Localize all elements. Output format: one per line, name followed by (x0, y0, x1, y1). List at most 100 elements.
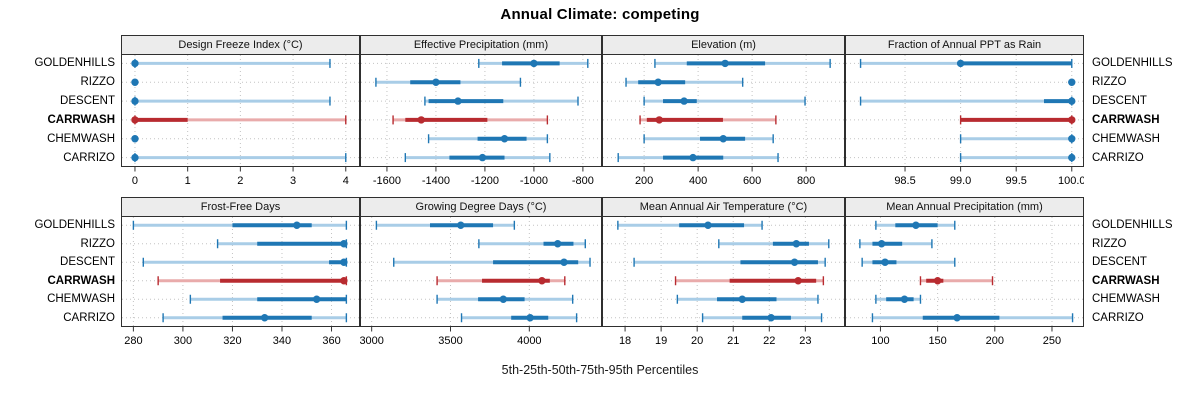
panel-plot: 3000 3500 4000 (360, 216, 602, 347)
median-dot (293, 221, 301, 229)
row-label-rizzo: RIZZO (80, 237, 116, 250)
axis-tick-label: 20 (691, 335, 703, 347)
row-label-rizzo: RIZZO (1092, 237, 1127, 250)
chart-title: Annual Climate: competing (500, 6, 700, 23)
median-dot (478, 153, 487, 162)
median-dot (680, 97, 688, 105)
median-dot (881, 258, 889, 266)
axis-tick-label: -1000 (520, 175, 548, 187)
panel-plot: 98.5 99.0 99.5 100.0 (845, 54, 1084, 187)
axis-tick-label: 3000 (360, 335, 384, 347)
axis-tick-label: 320 (223, 335, 241, 347)
median-dot (260, 314, 269, 322)
median-dot (500, 135, 509, 143)
median-dot (131, 153, 139, 162)
panel-title: Frost-Free Days (200, 201, 281, 213)
axis-tick-label: 4 (343, 175, 349, 187)
row-label-chemwash: CHEMWASH (47, 293, 115, 306)
row-label-carrwash: CARRWASH (47, 113, 115, 126)
median-dot (1068, 153, 1076, 162)
axis-tick-label: 100.0 (1058, 175, 1084, 187)
axis-tick-label: 18 (619, 335, 631, 347)
panel-fraction-ppt-as-rain: Fraction of Annual PPT as Rain 98.5 99.0 9… (845, 35, 1084, 191)
panel-header: Growing Degree Days (°C) (360, 197, 602, 216)
median-dot (767, 314, 775, 322)
median-dot (340, 258, 348, 266)
median-dot (417, 116, 425, 124)
axis-tick-label: 4000 (517, 335, 541, 347)
row-label-chemwash: CHEMWASH (1092, 132, 1160, 145)
axis-tick-label: 200 (986, 335, 1004, 347)
panel-header: Mean Annual Precipitation (mm) (845, 197, 1084, 216)
row-label-descent: DESCENT (1092, 95, 1147, 108)
panel-growing-degree-days: Growing Degree Days (°C) 3000 3500 4000 (360, 197, 602, 351)
row-label-goldenhills: GOLDENHILLS (34, 219, 115, 232)
row-label-descent: DESCENT (1092, 256, 1147, 269)
median-dot (131, 97, 139, 105)
median-dot (790, 258, 799, 266)
panel-mean-annual-precipitation: Mean Annual Precipitation (mm) 100 150 200… (845, 197, 1084, 351)
axis-tick-label: 360 (322, 335, 340, 347)
median-dot (792, 240, 801, 248)
median-dot (131, 135, 139, 143)
axis-tick-label: 19 (655, 335, 667, 347)
axis-tick-label: 23 (799, 335, 811, 347)
median-dot (553, 240, 562, 248)
axis-tick-label: 99.0 (950, 175, 971, 187)
median-dot (457, 221, 465, 229)
median-dot (912, 221, 920, 229)
percentiles-caption: 5th-25th-50th-75th-95th Percentiles (501, 363, 699, 377)
median-dot (312, 295, 321, 303)
median-dot (689, 153, 697, 162)
row-label-goldenhills: GOLDENHILLS (34, 57, 115, 70)
row-labels-bottom-right: GOLDENHILLS RIZZO DESCENT CARRWASH CHEMWASH C… (1092, 0, 1198, 400)
row-label-carrizo: CARRIZO (63, 311, 115, 324)
panel-plot: 100 150 200 250 (845, 216, 1084, 347)
row-labels-top-left: GOLDENHILLS RIZZO DESCENT CARRWASH CHEMWASH C… (0, 0, 115, 400)
axis-tick-label: 400 (689, 175, 707, 187)
median-dot (719, 135, 727, 143)
panel-plot: 18 19 20 21 22 23 (602, 216, 845, 347)
panel-title: Elevation (m) (691, 39, 756, 51)
axis-tick-label: 22 (763, 335, 775, 347)
panel-design-freeze-index: Design Freeze Index (°C) 0 1 2 3 4 (121, 35, 360, 191)
axis-tick-label: -1200 (471, 175, 499, 187)
axis-tick-label: 280 (124, 335, 142, 347)
axis-tick-label: 600 (743, 175, 761, 187)
median-dot (1068, 135, 1076, 143)
row-labels-bottom-left: GOLDENHILLS RIZZO DESCENT CARRWASH CHEMWASH C… (0, 0, 115, 400)
panel-header: Mean Annual Air Temperature (°C) (602, 197, 845, 216)
panel-plot: 0 1 2 3 4 (121, 54, 360, 187)
median-dot (933, 277, 942, 285)
axis-tick-label: -1400 (422, 175, 450, 187)
axis-tick-label: 21 (727, 335, 739, 347)
panel-header: Fraction of Annual PPT as Rain (845, 35, 1084, 54)
median-dot (877, 240, 886, 248)
row-label-descent: DESCENT (60, 256, 115, 269)
median-dot (499, 295, 508, 303)
median-dot (956, 59, 965, 68)
median-dot (131, 59, 139, 68)
axis-tick-label: 300 (174, 335, 192, 347)
median-dot (1068, 97, 1076, 105)
panel-header: Frost-Free Days (121, 197, 360, 216)
axis-tick-label: 3500 (438, 335, 462, 347)
axis-tick-label: 150 (928, 335, 946, 347)
row-label-rizzo: RIZZO (80, 76, 116, 89)
panel-plot: 280 300 320 340 360 (121, 216, 360, 347)
panel-elevation: Elevation (m) 200 400 600 800 (602, 35, 845, 191)
axis-tick-label: 3 (290, 175, 296, 187)
median-dot (1068, 78, 1076, 86)
median-dot (340, 277, 348, 285)
panel-title: Mean Annual Precipitation (mm) (886, 201, 1043, 213)
axis-tick-label: 200 (635, 175, 653, 187)
axis-tick-label: 98.5 (894, 175, 915, 187)
row-label-carrizo: CARRIZO (1092, 311, 1144, 324)
row-label-carrwash: CARRWASH (1092, 113, 1160, 126)
panel-mean-annual-air-temperature: Mean Annual Air Temperature (°C) 18 19 20 2… (602, 197, 845, 351)
panel-plot: -1600 -1400 -1200 -1000 -800 (360, 54, 602, 187)
axis-tick-label: 2 (237, 175, 243, 187)
median-dot (794, 277, 802, 285)
panel-title: Growing Degree Days (°C) (415, 201, 547, 213)
